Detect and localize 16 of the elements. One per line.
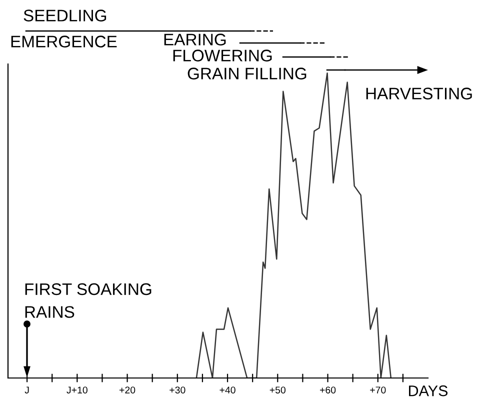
x-tick-label: +40 [220,386,236,394]
x-tick-label: +20 [120,386,136,394]
text: EMERGENCE [11,36,117,48]
annotation: FIRST SOAKING RAINS [25,283,152,318]
x-tick-label: +50 [270,386,286,394]
x-tick-label: J+10 [66,386,88,394]
x-tick-label: +30 [170,386,186,394]
text: SEEDLING [24,10,106,22]
annotation: GRAIN FILLING [188,68,306,80]
x-tick-label: +70 [370,386,386,394]
x-tick-label: J [24,386,29,394]
x-axis-title: DAYS [409,385,448,396]
x-tick-label: +60 [320,386,336,394]
text: EARING [164,34,226,46]
annotation: HARVESTING [366,88,472,100]
text: FLOWERING [173,50,272,62]
